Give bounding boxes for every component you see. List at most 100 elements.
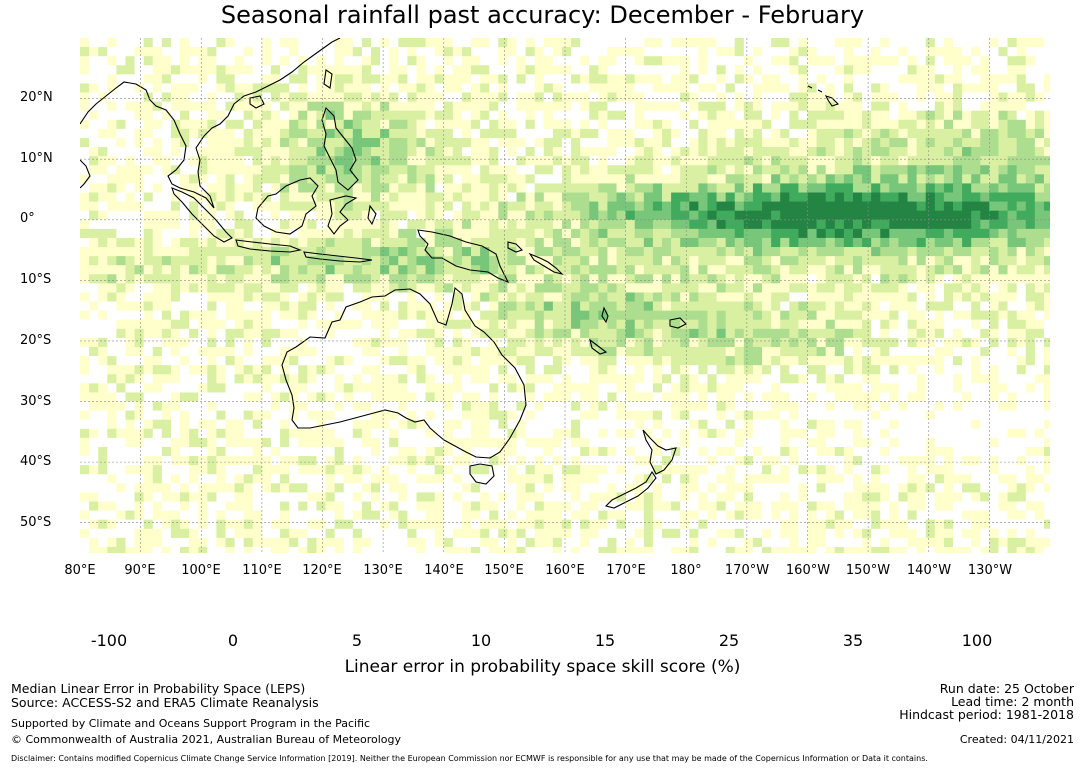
skill-cell	[689, 128, 699, 139]
skill-cell	[643, 365, 654, 375]
skill-cell	[498, 147, 508, 157]
skill-cell	[489, 347, 499, 357]
skill-cell	[589, 119, 599, 130]
skill-cell	[471, 392, 481, 402]
skill-cell	[898, 56, 908, 66]
skill-cell	[280, 446, 290, 457]
skill-cell	[534, 274, 545, 284]
skill-cell	[134, 201, 145, 212]
skill-cell	[234, 392, 245, 402]
skill-cell	[1034, 110, 1045, 121]
skill-cell	[798, 383, 808, 393]
skill-cell	[134, 101, 145, 112]
skill-cell	[698, 165, 708, 175]
skill-cell	[380, 274, 390, 284]
skill-cell	[989, 337, 999, 348]
skill-cell	[98, 337, 108, 348]
skill-cell	[607, 174, 617, 184]
skill-cell	[980, 383, 990, 393]
skill-cell	[98, 128, 108, 139]
skill-cell	[480, 65, 490, 75]
skill-cell	[789, 283, 799, 293]
skill-cell	[189, 137, 199, 148]
skill-cell	[152, 228, 163, 239]
skill-cell	[1043, 110, 1050, 121]
skill-cell	[989, 410, 999, 421]
skill-cell	[216, 265, 226, 275]
skill-cell	[843, 428, 854, 439]
skill-cell	[798, 410, 808, 421]
skill-cell	[207, 92, 217, 103]
skill-cell	[934, 201, 945, 212]
skill-cell	[216, 337, 226, 348]
skill-cell	[880, 210, 890, 221]
skill-cell	[98, 237, 108, 248]
skill-cell	[461, 47, 472, 57]
skill-cell	[389, 128, 399, 139]
skill-cell	[843, 137, 854, 148]
skill-cell	[816, 56, 827, 66]
skill-cell	[934, 183, 945, 193]
skill-cell	[916, 401, 927, 412]
skill-cell	[507, 92, 517, 103]
skill-cell	[334, 38, 345, 48]
skill-cell	[480, 56, 490, 66]
skill-cell	[334, 247, 345, 257]
skill-cell	[471, 47, 481, 57]
skill-cell	[261, 265, 272, 275]
skill-cell	[571, 265, 581, 275]
skill-cell	[398, 283, 408, 293]
skill-cell	[361, 392, 372, 402]
skill-cell	[416, 356, 426, 366]
skill-cell	[80, 201, 90, 212]
skill-cell	[170, 92, 181, 103]
skill-cell	[552, 128, 563, 139]
skill-cell	[243, 128, 254, 139]
skill-cell	[798, 147, 808, 157]
skill-cell	[698, 328, 708, 339]
skill-cell	[316, 446, 326, 457]
skill-cell	[880, 110, 890, 121]
skill-cell	[116, 283, 126, 293]
skill-cell	[571, 101, 581, 112]
skill-cell	[625, 183, 636, 193]
skill-cell	[953, 256, 963, 266]
skill-cell	[416, 247, 426, 257]
skill-cell	[298, 374, 308, 384]
skill-cell	[189, 147, 199, 157]
skill-cell	[371, 165, 381, 175]
skill-cell	[243, 101, 254, 112]
skill-cell	[298, 56, 308, 66]
skill-cell	[743, 47, 754, 57]
skill-cell	[107, 301, 117, 312]
skill-cell	[107, 274, 117, 284]
skill-cell	[389, 374, 399, 384]
skill-cell	[580, 137, 590, 148]
skill-cell	[998, 210, 1008, 221]
skill-cell	[998, 401, 1008, 412]
skill-cell	[580, 392, 590, 402]
skill-cell	[925, 419, 936, 430]
skill-cell	[1034, 419, 1045, 430]
skill-cell	[334, 301, 345, 312]
skill-cell	[607, 337, 617, 348]
skill-cell	[743, 265, 754, 275]
skill-cell	[989, 292, 999, 302]
skill-cell	[834, 156, 845, 166]
skill-cell	[498, 401, 508, 412]
skill-cell	[971, 401, 981, 412]
skill-cell	[1043, 74, 1050, 84]
skill-cell	[789, 228, 799, 239]
skill-cell	[1034, 83, 1045, 93]
skill-cell	[1007, 374, 1018, 384]
skill-cell	[880, 256, 890, 266]
skill-cell	[416, 201, 426, 212]
skill-cell	[316, 65, 326, 75]
skill-cell	[298, 401, 308, 412]
skill-cell	[561, 165, 572, 175]
skill-cell	[461, 383, 472, 393]
skill-cell	[498, 337, 508, 348]
skill-cell	[752, 110, 763, 121]
skill-cell	[889, 174, 899, 184]
skill-cell	[1007, 201, 1018, 212]
